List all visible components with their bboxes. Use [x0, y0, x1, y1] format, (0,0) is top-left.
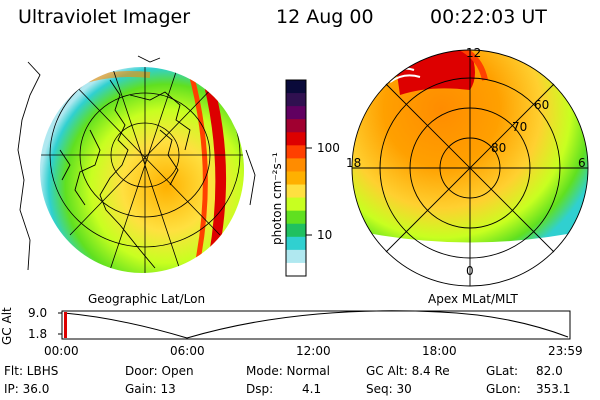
colorbar-segment [286, 197, 306, 212]
colorbar-tick-10: 10 [317, 228, 333, 242]
timeline-x-tick-2359: 23:59 [548, 344, 583, 358]
dsp-value: 4.1 [302, 382, 322, 396]
colorbar-segment [286, 80, 306, 94]
seq-readout: Seq: 30 [366, 382, 412, 396]
colorbar-segment [286, 171, 306, 186]
colorbar-ticks [306, 147, 312, 236]
glat-label: GLat: [486, 364, 519, 378]
auroral-oval-band [200, 70, 227, 273]
colorbar-segment [286, 132, 306, 146]
right-panel-label: Apex MLat/MLT [428, 292, 518, 306]
app-title: Ultraviolet Imager [18, 6, 191, 28]
colorbar-segment [286, 236, 306, 251]
glat-value: 82.0 [536, 364, 563, 378]
gc-alt-readout: GC Alt: 8.4 Re [366, 364, 450, 378]
timeline-y-tick-9: 9.0 [28, 306, 48, 320]
colorbar-segment [286, 158, 306, 172]
mode-readout: Mode: Normal [246, 364, 330, 378]
timeline-x-tick-1200: 12:00 [296, 344, 331, 358]
gain-readout: Gain: 13 [125, 382, 176, 396]
colorbar-segment [286, 93, 306, 107]
colorbar-segment [286, 145, 306, 159]
timeline-y-label: GC Alt [0, 307, 14, 345]
altitude-timeline [58, 310, 571, 340]
ip-readout: IP: 36.0 [4, 382, 50, 396]
mlat-label-70: 70 [512, 120, 528, 134]
colorbar-border [285, 79, 307, 277]
geographic-image [17, 55, 256, 273]
filter-readout: Flt: LBHS [4, 364, 59, 378]
left-panel-label: Geographic Lat/Lon [88, 292, 206, 306]
timeline-y-tick-1: 1.8 [28, 327, 48, 341]
colorbar-segment [286, 249, 306, 264]
colorbar-segment [286, 106, 306, 120]
colorbar-segment [286, 210, 306, 225]
time-cursor[interactable] [64, 312, 67, 338]
header-time: 00:22:03 UT [430, 6, 547, 28]
header-date: 12 Aug 00 [276, 6, 374, 28]
glon-value: 353.1 [536, 382, 571, 396]
glon-label: GLon: [486, 382, 521, 396]
timeline-x-tick-0000: 00:00 [44, 344, 79, 358]
colorbar [285, 79, 307, 277]
dayside-oval [395, 50, 475, 95]
timeline-x-tick-0600: 06:00 [170, 344, 205, 358]
colorbar-segment [286, 262, 306, 277]
colorbar-segment [286, 223, 306, 238]
mlt-label-12: 12 [466, 46, 482, 60]
colorbar-unit-label: photon cm⁻²s⁻¹ [270, 152, 284, 245]
colorbar-segment [286, 184, 306, 199]
mlat-label-80: 80 [491, 141, 507, 155]
mlt-label-0: 0 [466, 264, 474, 278]
timeline-x-tick-1800: 18:00 [422, 344, 457, 358]
mlat-label-60: 60 [534, 98, 550, 112]
colorbar-segment [286, 119, 306, 133]
altitude-curve [63, 310, 569, 339]
colorbar-tick-100: 100 [317, 141, 340, 155]
mlt-label-18: 18 [346, 156, 362, 170]
door-readout: Door: Open [125, 364, 194, 378]
dsp-label: Dsp: [246, 382, 274, 396]
apex-polar-image [351, 49, 589, 287]
mlt-label-6: 6 [578, 156, 586, 170]
